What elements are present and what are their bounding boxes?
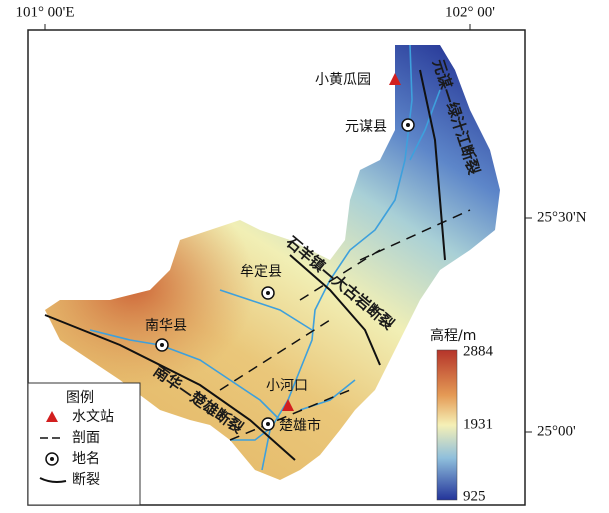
place-dots xyxy=(160,123,410,426)
place-label: 小河口 xyxy=(266,378,308,394)
legend-item: 水文站 xyxy=(72,409,114,425)
legend-symbol xyxy=(50,457,54,461)
place-label: 元谋县 xyxy=(345,119,387,135)
legend-title: 图例 xyxy=(66,390,94,406)
legend xyxy=(27,382,141,506)
map-frame xyxy=(27,29,526,506)
place-label: 牟定县 xyxy=(240,264,282,280)
faults xyxy=(44,69,446,461)
colorbar xyxy=(436,349,458,501)
colorbar-label: 1931 xyxy=(463,416,493,432)
legend-item: 剖面 xyxy=(72,430,100,446)
colorbar-label: 2884 xyxy=(463,343,494,359)
profiles xyxy=(219,209,471,441)
legend-symbol xyxy=(46,411,58,422)
colorbar-label: 925 xyxy=(463,488,486,504)
legend-item: 断裂 xyxy=(72,472,100,488)
longitude-label: 101° 00'E xyxy=(15,4,74,20)
latitude-label: 25°30'N xyxy=(537,209,587,225)
place-label: 小黄瓜园 xyxy=(315,71,371,88)
place-label: 南华县 xyxy=(145,318,187,334)
legend-item: 地名 xyxy=(72,451,100,467)
place-label: 楚雄市 xyxy=(279,417,321,434)
colorbar-title: 高程/m xyxy=(430,327,476,344)
station-marker xyxy=(282,399,294,411)
legend-symbol xyxy=(39,477,67,483)
place-markers xyxy=(155,118,415,431)
latitude-label: 25°00' xyxy=(537,423,576,439)
station-marker xyxy=(389,73,401,85)
longitude-label: 102° 00' xyxy=(445,4,495,20)
